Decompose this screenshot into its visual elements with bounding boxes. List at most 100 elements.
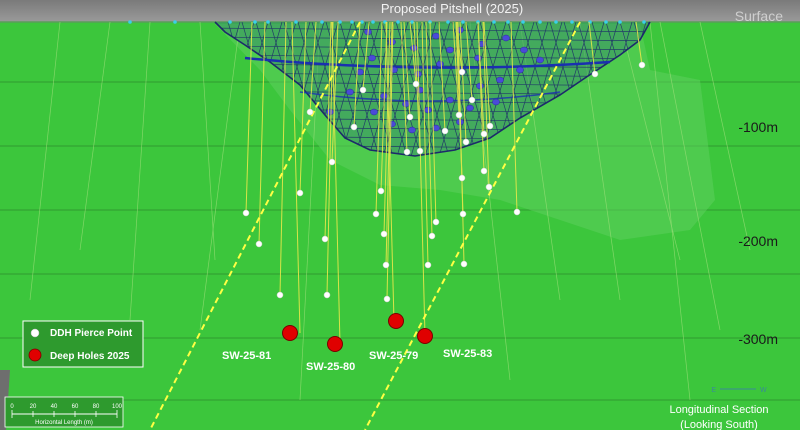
faint-trace — [699, 21, 751, 251]
collar-point — [642, 20, 646, 24]
deep-holes — [282, 313, 433, 352]
ore-blob — [446, 96, 454, 104]
collar-point — [554, 20, 558, 24]
pierce-point — [459, 210, 467, 218]
fault-line-west — [149, 21, 361, 430]
drill-trace — [375, 21, 383, 215]
ore-blob — [432, 124, 440, 132]
ore-blob — [496, 76, 504, 84]
pierce-point — [372, 210, 380, 218]
drill-trace — [459, 21, 467, 143]
collar-point — [266, 20, 270, 24]
pierce-point — [485, 183, 493, 191]
pierce-point — [321, 235, 329, 243]
legend-deep-hole-label: Deep Holes 2025 — [50, 351, 130, 362]
pierce-point — [462, 138, 470, 146]
ore-blob — [492, 98, 500, 106]
faint-trace — [199, 21, 216, 261]
collar-point — [604, 20, 608, 24]
pierce-point — [441, 127, 449, 135]
drill-trace — [510, 21, 518, 213]
legend-pierce-point-label: DDH Pierce Point — [50, 328, 133, 339]
pierce-point — [296, 189, 304, 197]
drill-trace — [299, 21, 307, 194]
collar-point — [461, 20, 465, 24]
pierce-point — [468, 96, 476, 104]
collar-point — [446, 20, 450, 24]
pierce-point — [412, 80, 420, 88]
pierce-point — [406, 113, 414, 121]
deep-hole-sw-25-79 — [388, 313, 404, 329]
deep-hole-sw-25-81 — [282, 325, 298, 341]
legend: DDH Pierce Point Deep Holes 2025 — [22, 320, 144, 368]
scale-tick-0: 0 — [10, 404, 14, 410]
ore-blob — [368, 54, 376, 62]
caption-line-2: (Looking South) — [680, 419, 758, 430]
drill-trace — [635, 21, 643, 66]
drill-trace — [380, 21, 388, 192]
deep-hole-trace — [385, 21, 395, 322]
drill-trace — [438, 21, 446, 132]
pierce-point — [323, 291, 331, 299]
pierce-point — [416, 147, 424, 155]
deep-hole-trace — [416, 21, 426, 337]
faint-trace — [659, 21, 721, 331]
collar-point — [228, 20, 232, 24]
ore-blob — [520, 46, 528, 54]
legend-pierce-point-icon — [30, 328, 40, 338]
mesh-line — [215, 27, 650, 33]
drill-trace — [465, 21, 473, 101]
pierce-points — [242, 61, 646, 303]
deep-hole-trace — [291, 21, 301, 334]
faint-trace — [649, 21, 691, 401]
collar-point — [360, 20, 364, 24]
ore-blob — [408, 126, 416, 134]
drill-trace — [482, 21, 490, 188]
faint-trace — [199, 21, 241, 331]
pierce-point — [480, 167, 488, 175]
collar-point — [253, 20, 257, 24]
pierce-point — [276, 291, 284, 299]
drill-trace — [477, 21, 485, 172]
collar-point — [506, 20, 510, 24]
collar-point — [294, 20, 298, 24]
pierce-point — [255, 240, 263, 248]
collar-point — [521, 20, 525, 24]
drill-trace — [403, 21, 411, 118]
drill-trace — [421, 21, 429, 266]
ore-blob — [536, 56, 544, 64]
mesh-line — [215, 54, 650, 60]
collar-point — [396, 20, 400, 24]
scale-bar-label: Horizontal Length (m) — [35, 420, 93, 426]
mesh-line — [409, 22, 451, 156]
pierce-point — [638, 61, 646, 69]
collar-point — [410, 20, 414, 24]
scale-tick-80: 80 — [93, 404, 100, 410]
pierce-point — [242, 209, 250, 217]
pierce-point — [359, 86, 367, 94]
ore-blob — [446, 46, 454, 54]
pierce-point — [350, 123, 358, 131]
legend-deep-hole-icon — [28, 348, 42, 362]
drill-trace — [452, 21, 460, 116]
ore-blob — [516, 66, 524, 74]
drill-trace — [279, 21, 287, 296]
ore-blob — [370, 108, 378, 116]
pierce-point — [486, 122, 494, 130]
pierce-point — [460, 260, 468, 268]
deep-hole-sw-25-80 — [327, 336, 343, 352]
mesh-line — [395, 22, 437, 156]
ore-blob — [410, 44, 418, 52]
hole-label-sw-25-81: SW-25-81 — [222, 350, 271, 362]
drill-trace — [455, 21, 463, 73]
drill-trace — [362, 21, 370, 91]
compass: E W — [711, 387, 767, 394]
pierce-point — [428, 232, 436, 240]
drill-trace — [258, 21, 266, 245]
sky-band — [0, 0, 800, 22]
drill-trace — [400, 21, 408, 153]
ore-blob — [326, 108, 334, 116]
collar-point — [570, 20, 574, 24]
section-title: Proposed Pitshell (2025) — [381, 1, 523, 16]
